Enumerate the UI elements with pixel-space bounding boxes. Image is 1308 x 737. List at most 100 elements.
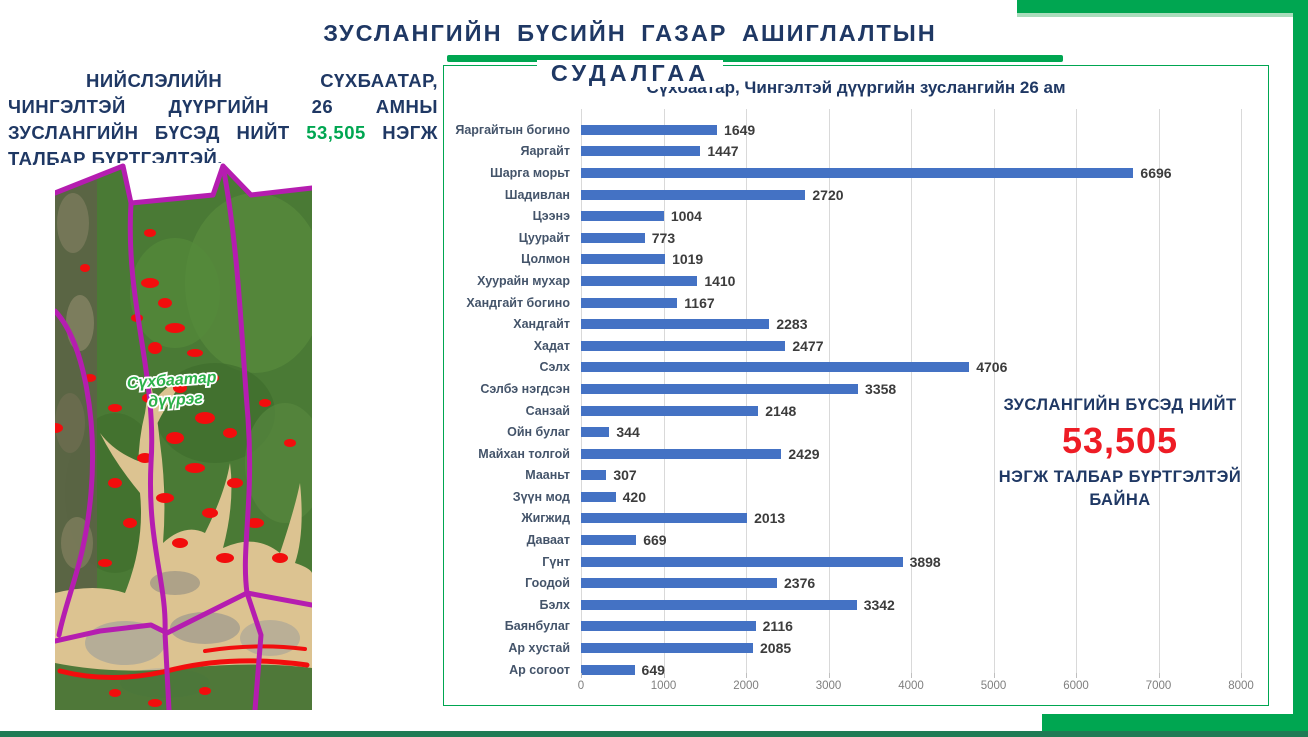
bar xyxy=(581,621,756,632)
bar-value-label: 3358 xyxy=(865,380,897,397)
chart-row: Цуурайт 773 xyxy=(452,227,1241,249)
bar xyxy=(581,383,859,394)
gridline xyxy=(1158,109,1160,673)
bar-value-label: 2376 xyxy=(784,575,816,592)
bar-value-label: 3898 xyxy=(909,553,941,570)
x-axis-tick-label: 1000 xyxy=(650,680,677,692)
bar xyxy=(581,167,1134,178)
bar-track: 1447 xyxy=(581,141,1241,163)
axis-tick xyxy=(1076,673,1077,678)
bar-track: 3342 xyxy=(581,594,1241,616)
bar xyxy=(581,362,970,373)
bar-track: 3358 xyxy=(581,378,1241,400)
gridline xyxy=(911,109,912,673)
x-axis-tick-label: 4000 xyxy=(898,680,924,692)
bar-value-label: 1649 xyxy=(724,121,756,138)
chart-row: Хандгайт богино 1167 xyxy=(452,292,1241,314)
bar-track: 2477 xyxy=(581,335,1241,357)
chart-row: Баянбулаг 2116 xyxy=(452,616,1241,638)
category-label: Хандгайт xyxy=(513,317,570,332)
bar-track: 1004 xyxy=(581,205,1241,227)
category-label: Жигжид xyxy=(521,511,570,526)
bar-value-label: 1019 xyxy=(672,251,704,268)
bar-track: 1167 xyxy=(581,292,1241,314)
category-label: Яаргайтын богино xyxy=(455,122,570,137)
gridline xyxy=(1076,109,1077,673)
bar-value-label: 2477 xyxy=(792,337,824,354)
district-boundary-lines xyxy=(55,163,312,710)
category-label: Цуурайт xyxy=(518,230,570,245)
bar-track: 2429 xyxy=(581,443,1241,465)
bar-track: 344 xyxy=(581,421,1241,443)
axis-tick xyxy=(1241,673,1242,678)
bar-track: 3898 xyxy=(581,551,1241,573)
map-valley-area xyxy=(55,353,312,710)
bar-track: 4706 xyxy=(581,357,1241,379)
intro-total-highlight: 53,505 xyxy=(306,122,366,143)
bar xyxy=(581,491,616,502)
right-accent-bar xyxy=(1293,0,1308,731)
category-label: Цолмон xyxy=(521,252,570,267)
chart-row: Даваат 669 xyxy=(452,529,1241,551)
bar xyxy=(581,211,664,222)
bar-value-label: 649 xyxy=(641,661,665,678)
category-label: Ойн булаг xyxy=(507,425,570,440)
chart-row: Цолмон 1019 xyxy=(452,249,1241,271)
bar xyxy=(581,405,759,416)
bar-value-label: 3342 xyxy=(863,596,895,613)
chart-row: Хуурайн мухар 1410 xyxy=(452,270,1241,292)
category-label: Хандгайт богино xyxy=(466,295,570,310)
x-axis-tick-label: 5000 xyxy=(980,680,1007,692)
bar-track: 773 xyxy=(581,227,1241,249)
x-axis-labels: 0 1000 2000 3000 4000 5000 6000 7000 8000 xyxy=(578,680,1254,696)
bar xyxy=(581,427,610,438)
bar xyxy=(581,146,701,157)
bar-value-label: 2148 xyxy=(765,402,797,419)
chart-title: Сүхбаатар, Чингэлтэй дүүргийн зуслангийн… xyxy=(646,78,1066,97)
category-label: Яаргайт xyxy=(520,144,570,159)
chart-panel: Сүхбаатар, Чингэлтэй дүүргийн зуслангийн… xyxy=(443,65,1269,706)
bar-track: 1410 xyxy=(581,270,1241,292)
category-label: Санзай xyxy=(525,403,570,418)
title-underline-bar xyxy=(447,55,1063,62)
bar-value-label: 2283 xyxy=(776,316,808,333)
bar-track: 2283 xyxy=(581,313,1241,335)
total-callout: ЗУСЛАНГИЙН БҮСЭД НИЙТ 53,505 НЭГЖ ТАЛБАР… xyxy=(992,396,1248,512)
bar-track: 1019 xyxy=(581,249,1241,271)
chart-row: Ар хустай 2085 xyxy=(452,637,1241,659)
x-axis-ticks xyxy=(581,673,1242,678)
category-label: Ар хустай xyxy=(508,641,570,656)
chart-row: Шадивлан 2720 xyxy=(452,184,1241,206)
chart-row: Шарга морьт 6696 xyxy=(452,162,1241,184)
chart-row: Гүнт 3898 xyxy=(452,551,1241,573)
category-label: Бэлх xyxy=(539,597,570,612)
axis-tick xyxy=(746,673,747,678)
category-label: Мааньт xyxy=(525,468,570,483)
bar-value-label: 344 xyxy=(616,424,640,441)
bar xyxy=(581,599,857,610)
callout-total-number: 53,505 xyxy=(1061,420,1179,461)
axis-tick xyxy=(1158,673,1160,678)
chart-row: Яаргайт 1447 xyxy=(452,141,1241,163)
category-label: Хадат xyxy=(533,338,570,353)
satellite-map: Сүхбаатар дүүрэг xyxy=(55,163,312,710)
axis-tick xyxy=(663,673,665,678)
bar-value-label: 2013 xyxy=(754,510,786,527)
svg-text:дүүрэг: дүүрэг xyxy=(148,390,204,411)
x-axis-tick-label: 8000 xyxy=(1228,680,1254,692)
chart-row: Мааньт 307 xyxy=(452,465,1241,487)
chart-row: Зүүн мод 420 xyxy=(452,486,1241,508)
bar-track: 2376 xyxy=(581,572,1241,594)
category-label: Гүнт xyxy=(542,554,570,569)
bar-value-label: 1447 xyxy=(707,143,739,160)
category-label: Шадивлан xyxy=(504,187,570,202)
callout-line1: ЗУСЛАНГИЙН БҮСЭД НИЙТ xyxy=(1003,396,1237,414)
bottom-right-accent-bar xyxy=(1042,714,1308,731)
bar xyxy=(581,664,635,675)
axis-tick xyxy=(828,673,830,678)
bar-value-label: 4706 xyxy=(976,359,1008,376)
bar-value-label: 2720 xyxy=(812,186,844,203)
bar xyxy=(581,643,753,654)
chart-row: Цээнэ 1004 xyxy=(452,205,1241,227)
bar-track: 1649 xyxy=(581,119,1241,141)
